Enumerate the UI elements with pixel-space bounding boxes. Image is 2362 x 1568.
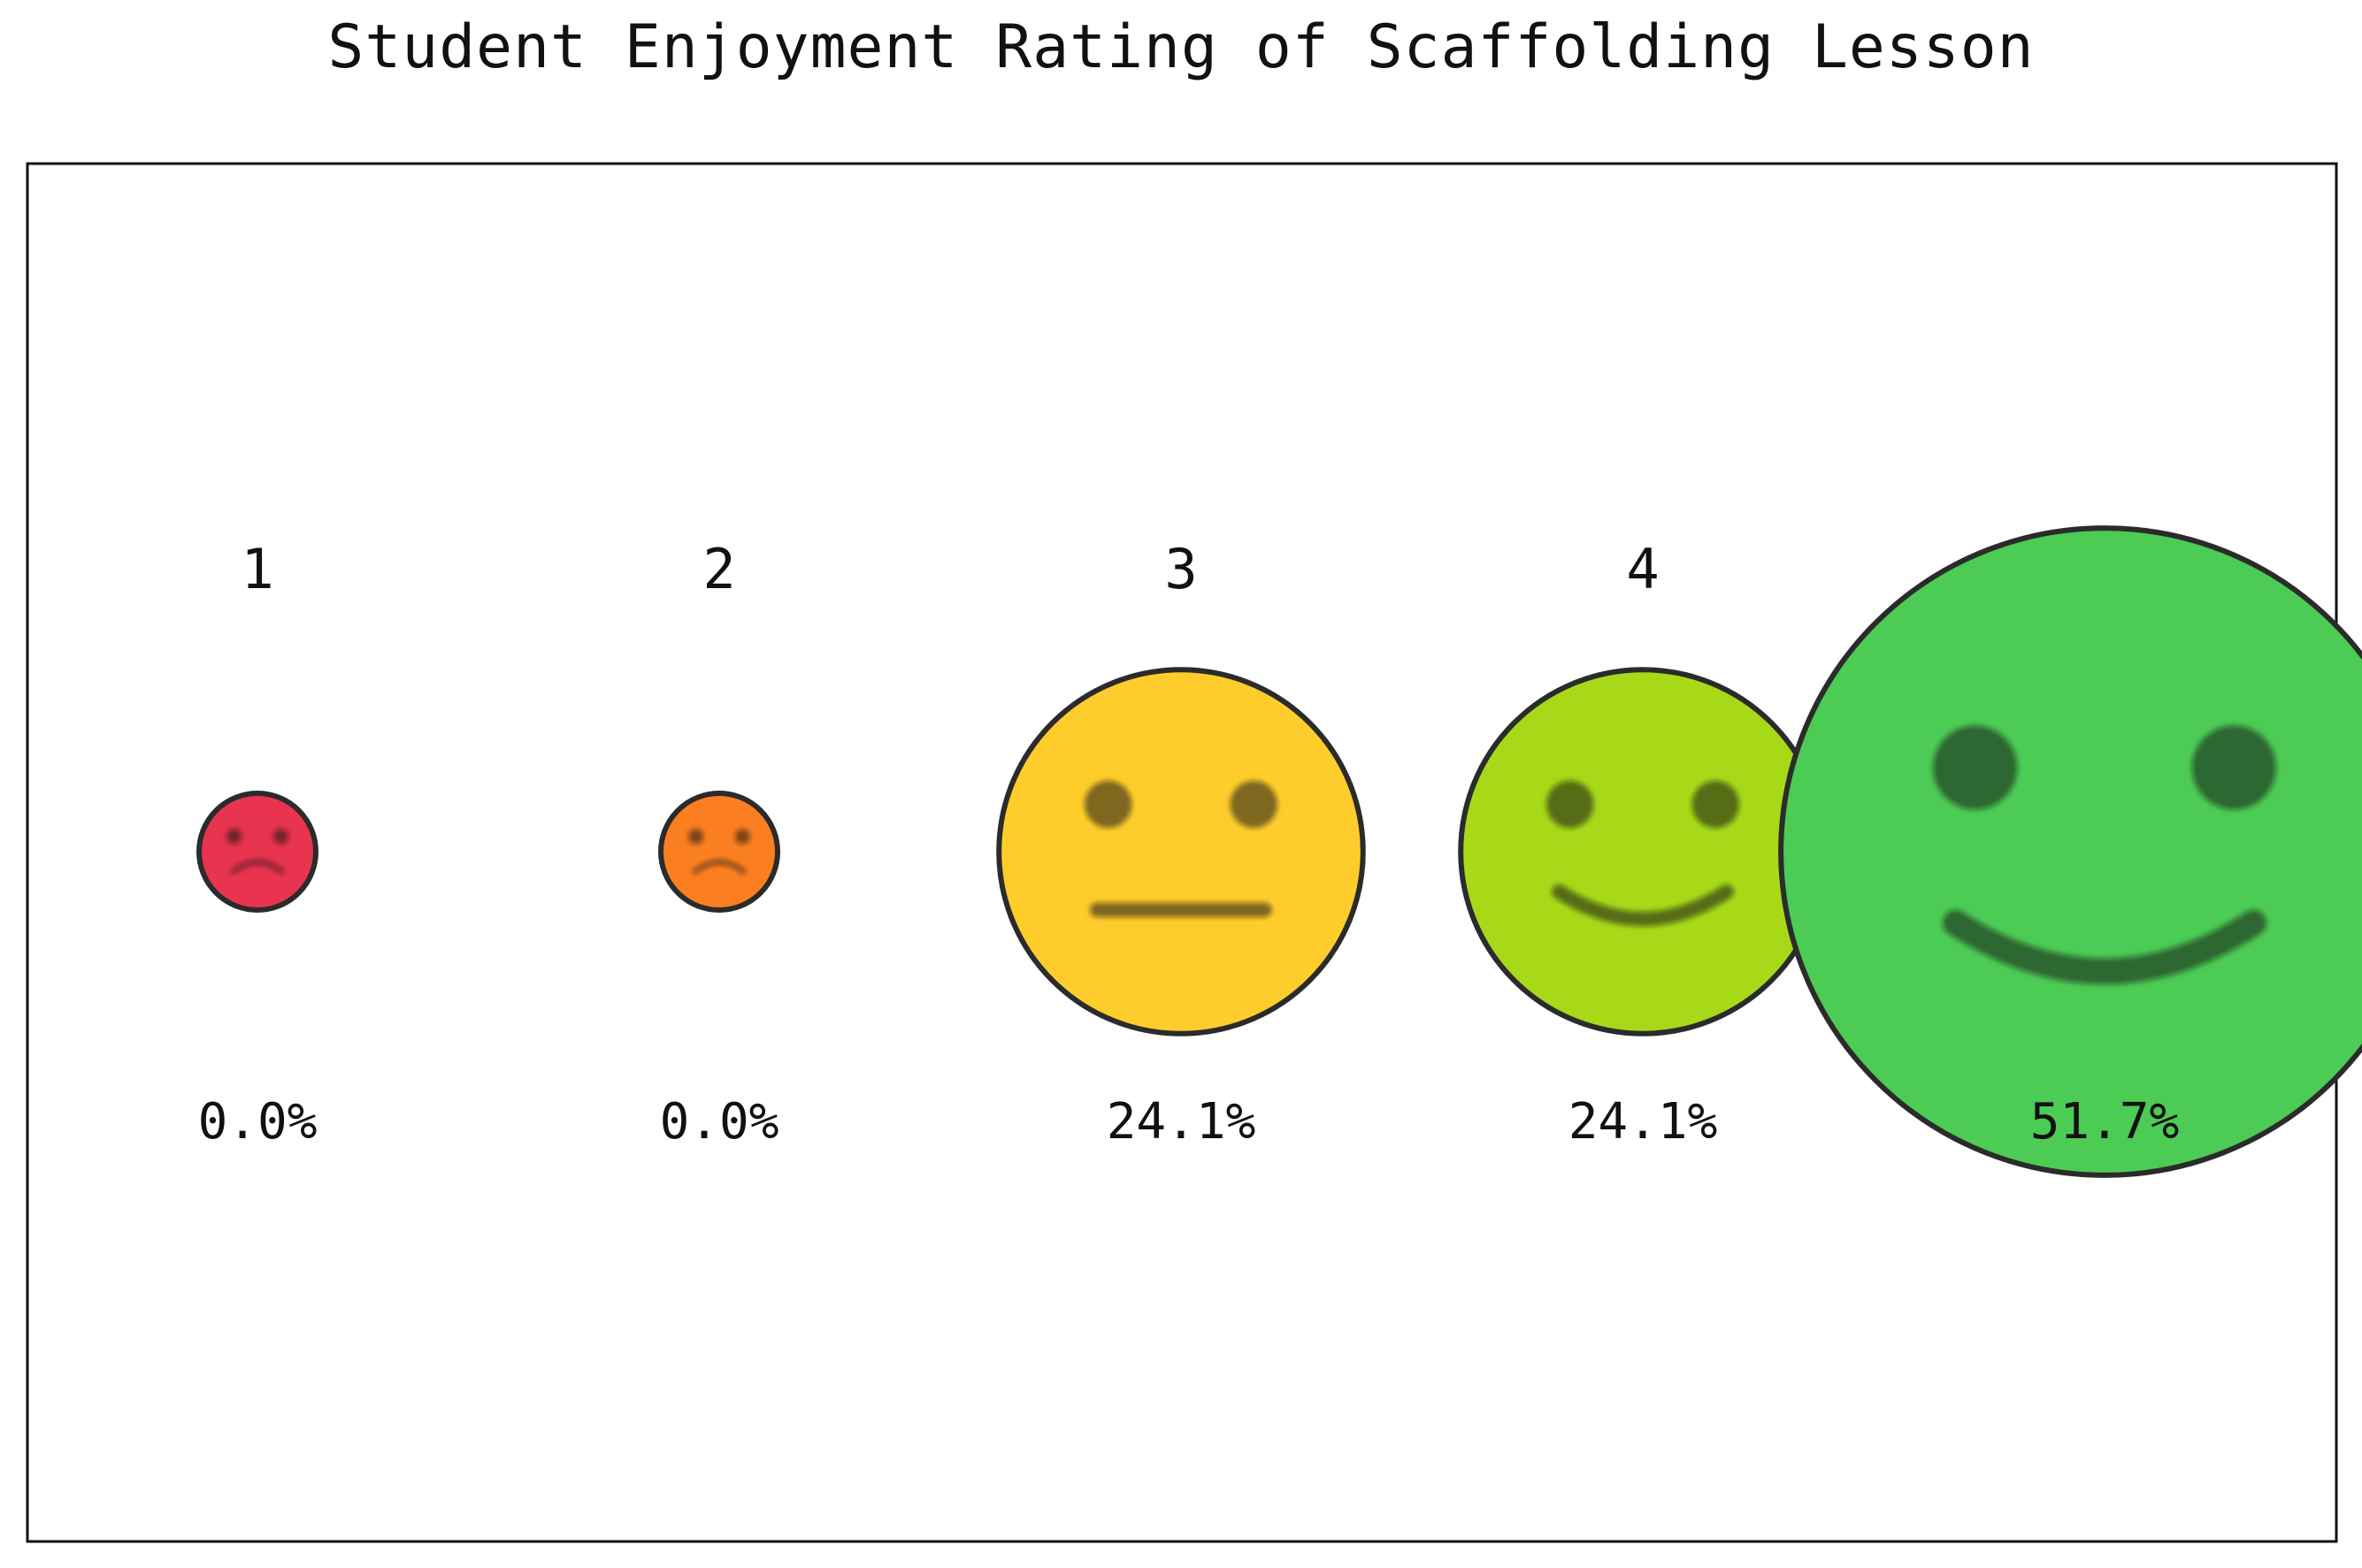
left-eye — [688, 829, 704, 845]
chart-marks: 10.0%20.0%324.1%424.1%551.7% — [196, 525, 2362, 1178]
face-circle-4 — [1458, 667, 1828, 1036]
face-features-1 — [226, 829, 288, 875]
face-marker-4 — [1458, 667, 1828, 1036]
face-features-2 — [688, 829, 750, 875]
rating-label-4: 4 — [1626, 537, 1659, 601]
face-marker-1 — [196, 791, 318, 913]
face-circle-5 — [1778, 525, 2362, 1178]
face-marker-2 — [658, 791, 780, 913]
rating-label-1: 1 — [241, 537, 273, 601]
right-eye — [272, 829, 288, 845]
rating-label-2: 2 — [702, 537, 735, 601]
face-marker-5 — [1778, 525, 2362, 1178]
face-features-5 — [1933, 725, 2276, 984]
right-eye — [2191, 725, 2276, 810]
right-eye — [1691, 780, 1740, 829]
mouth-smile — [1552, 884, 1734, 927]
rating-label-3: 3 — [1164, 537, 1197, 601]
face-features-3 — [1084, 780, 1278, 918]
face-features-4 — [1545, 780, 1740, 927]
right-eye — [734, 829, 750, 845]
left-eye — [1545, 780, 1594, 829]
value-label-2: 0.0% — [660, 1093, 779, 1151]
right-eye — [1230, 780, 1278, 829]
face-circle-2 — [658, 791, 780, 913]
value-label-4: 24.1% — [1568, 1093, 1718, 1151]
mouth-smile — [1943, 909, 2266, 984]
mouth-frown — [231, 860, 284, 875]
left-eye — [1084, 780, 1132, 829]
left-eye — [226, 829, 242, 845]
value-label-3: 24.1% — [1107, 1093, 1256, 1151]
value-label-5: 51.7% — [2030, 1093, 2180, 1151]
face-circle-1 — [196, 791, 318, 913]
face-marker-3 — [996, 667, 1366, 1036]
chart-title: Student Enjoyment Rating of Scaffolding … — [327, 12, 2035, 82]
mouth-frown — [693, 860, 746, 875]
value-label-1: 0.0% — [198, 1093, 318, 1151]
left-eye — [1933, 725, 2018, 810]
face-circle-3 — [996, 667, 1366, 1036]
